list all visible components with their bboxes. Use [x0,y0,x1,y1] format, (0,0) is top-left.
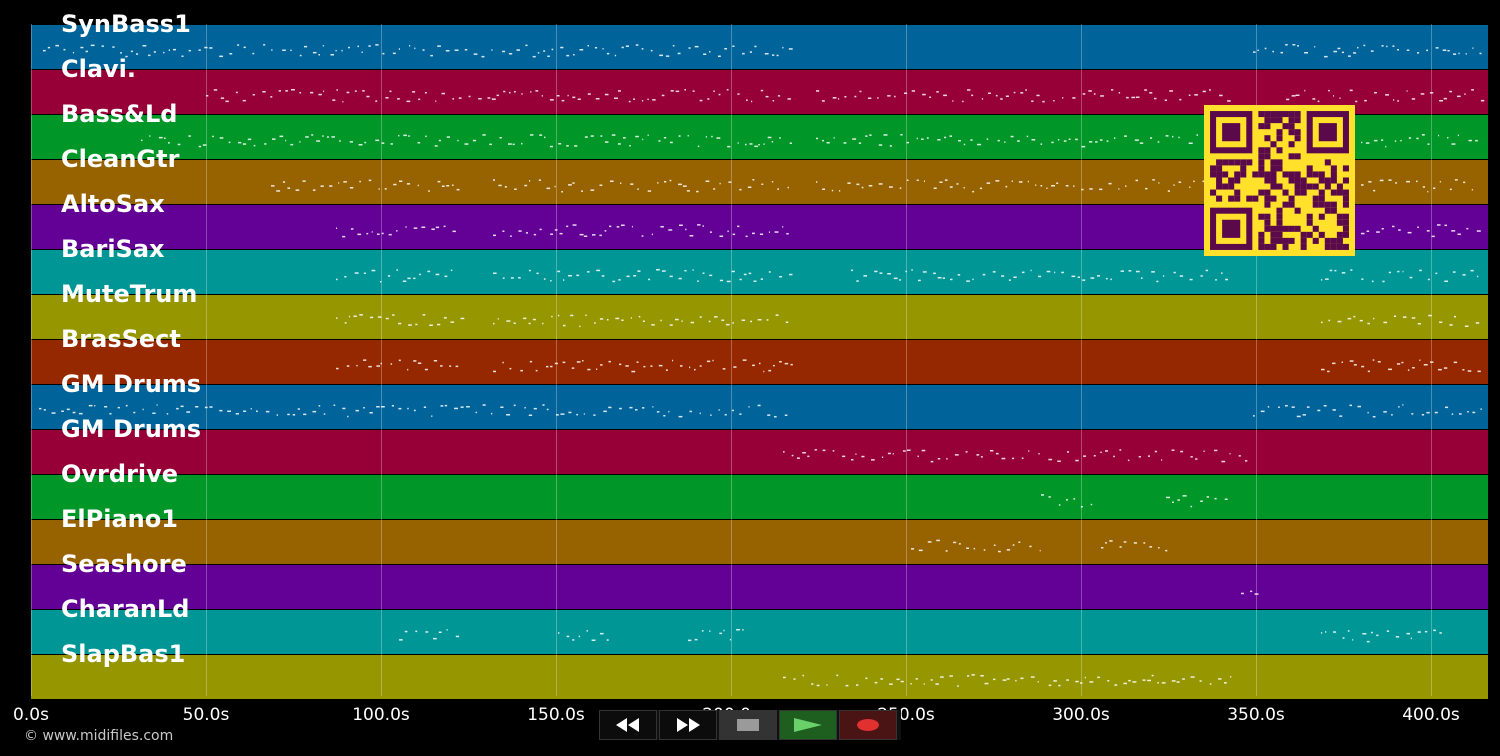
track-row [31,654,1488,699]
time-tick-label: 150.0s [527,705,585,725]
track-name-label: CharanLd [61,595,190,623]
play-icon [794,718,822,732]
grid-line [1431,24,1432,696]
grid-line [31,24,32,696]
qr-code-icon [1210,111,1349,250]
track-name-label: BariSax [61,235,165,263]
time-tick-label: 100.0s [352,705,410,725]
transport-controls [599,710,901,740]
track-row [31,519,1488,564]
track-row [31,474,1488,519]
track-name-label: AltoSax [61,190,165,218]
grid-line [1081,24,1082,696]
track-row [31,564,1488,609]
grid-line [381,24,382,696]
grid-line [556,24,557,696]
fast-forward-button[interactable] [659,710,717,740]
track-name-label: MuteTrum [61,280,198,308]
grid-line [906,24,907,696]
track-name-label: Clavi. [61,55,137,83]
time-tick-label: 0.0s [13,705,49,725]
grid-line [1256,24,1257,696]
grid-line [206,24,207,696]
rewind-icon [616,718,639,732]
track-name-label: GM Drums [61,370,202,398]
time-tick-label: 300.0s [1052,705,1110,725]
track-row [31,384,1488,429]
rewind-button[interactable] [599,710,657,740]
track-name-label: Seashore [61,550,187,578]
track-row [31,339,1488,384]
copyright-text: © www.midifiles.com [24,728,174,744]
track-name-label: GM Drums [61,415,202,443]
track-row [31,249,1488,294]
stop-icon [737,719,759,731]
fast-forward-icon [677,718,700,732]
time-tick-label: 400.0s [1402,705,1460,725]
track-name-label: SynBass1 [61,10,191,38]
track-row [31,429,1488,474]
track-name-label: BrasSect [61,325,181,353]
track-name-label: ElPiano1 [61,505,178,533]
grid-line [731,24,732,696]
track-name-label: SlapBas1 [61,640,186,668]
track-row [31,294,1488,339]
record-button[interactable] [839,710,897,740]
track-name-label: CleanGtr [61,145,180,173]
record-icon [857,719,879,731]
play-button[interactable] [779,710,837,740]
track-name-label: Bass&Ld [61,100,178,128]
time-tick-label: 350.0s [1227,705,1285,725]
track-row [31,24,1488,69]
qr-code [1204,105,1355,256]
track-name-label: Ovrdrive [61,460,179,488]
track-row [31,609,1488,654]
time-tick-label: 50.0s [182,705,230,725]
stop-button[interactable] [719,710,777,740]
